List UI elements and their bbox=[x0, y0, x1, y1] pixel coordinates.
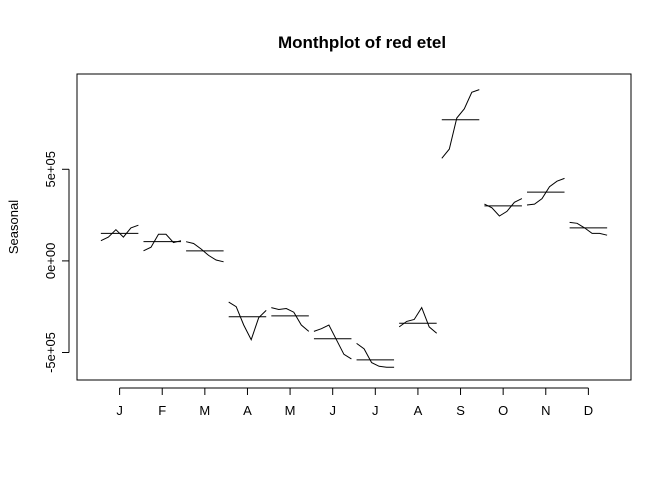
series-line-3 bbox=[185, 241, 224, 263]
x-tick-label: F bbox=[158, 403, 166, 418]
y-tick-label: 0e+00 bbox=[43, 243, 58, 280]
x-tick-label: J bbox=[372, 403, 379, 418]
plot-frame bbox=[76, 73, 632, 381]
x-tick-label: J bbox=[116, 403, 123, 418]
chart-marks: -5e+05 0e+00 5e+05 J F M A M J J A S O N D bbox=[43, 89, 608, 418]
x-tick-label: M bbox=[199, 403, 210, 418]
chart-title: Monthplot of red etel bbox=[278, 33, 446, 52]
x-tick-label: A bbox=[414, 403, 423, 418]
series-line-10 bbox=[484, 198, 523, 217]
series-line-12 bbox=[569, 221, 608, 236]
series-line-5 bbox=[271, 307, 310, 332]
x-tick-label: S bbox=[456, 403, 465, 418]
y-tick-label: 5e+05 bbox=[43, 151, 58, 188]
y-tick-label: -5e+05 bbox=[43, 332, 58, 373]
series-line-6 bbox=[313, 324, 352, 360]
x-tick-label: N bbox=[541, 403, 550, 418]
x-tick-label: A bbox=[243, 403, 252, 418]
x-tick-label: J bbox=[329, 403, 336, 418]
x-tick-label: D bbox=[584, 403, 593, 418]
series-line-7 bbox=[356, 342, 395, 368]
x-tick-label: O bbox=[498, 403, 508, 418]
series-line-2 bbox=[143, 233, 182, 252]
series-line-9 bbox=[441, 89, 480, 159]
y-axis-label: Seasonal bbox=[6, 200, 21, 254]
x-tick-label: M bbox=[285, 403, 296, 418]
series-line-8 bbox=[398, 306, 438, 334]
